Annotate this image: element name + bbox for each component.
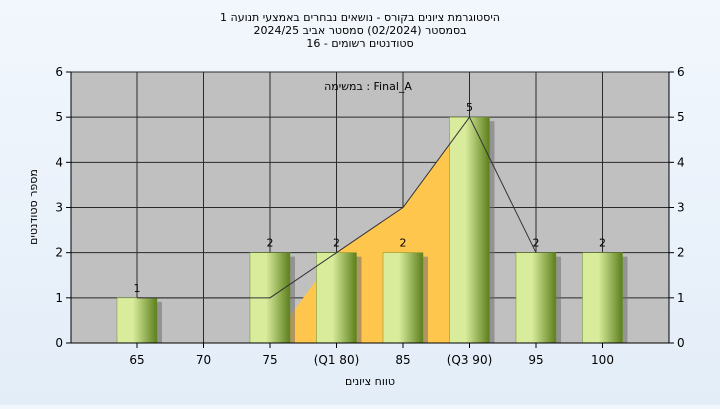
y-tick-label-left: 5 bbox=[55, 110, 63, 124]
x-tick-label: 95 bbox=[528, 353, 543, 367]
bar bbox=[116, 297, 158, 344]
annotation-text: במשימה : Final_A bbox=[324, 80, 412, 93]
y-tick-label-right: 1 bbox=[677, 291, 685, 305]
bar bbox=[382, 252, 424, 344]
y-tick-label-right: 0 bbox=[677, 336, 685, 350]
axes: 0 0 1 1 2 2 3 3 4 4 5 5 6 6 65 70 75 (Q1 80) 85 (Q3 90) 95 10… bbox=[55, 65, 684, 367]
x-tick-label: 70 bbox=[196, 353, 211, 367]
y-tick-label-left: 4 bbox=[55, 155, 63, 169]
frequency-polyline bbox=[137, 116, 537, 299]
bar bbox=[316, 252, 357, 344]
x-tick-label: 85 bbox=[395, 353, 410, 367]
y-tick-label-right: 6 bbox=[677, 65, 685, 79]
data-label: 2 bbox=[333, 237, 340, 250]
x-tick-label: 75 bbox=[262, 353, 277, 367]
x-tick-label: 100 bbox=[591, 353, 614, 367]
y-tick-label-right: 3 bbox=[677, 201, 685, 215]
chart-title-line-3: סטודנטים רשומים - 16 bbox=[306, 37, 413, 50]
chart-title-line-1: היסטוגרמת ציונים בקורס - נושאים נבחרים ב… bbox=[220, 11, 500, 24]
y-tick-label-right: 5 bbox=[677, 110, 685, 124]
data-label: 2 bbox=[533, 237, 540, 250]
y-tick-label-left: 3 bbox=[55, 201, 63, 215]
y-tick-label-left: 1 bbox=[55, 291, 63, 305]
data-label: 2 bbox=[599, 237, 606, 250]
y-tick-label-left: 2 bbox=[55, 246, 63, 260]
y-tick-label-left: 6 bbox=[55, 65, 63, 79]
x-axis-title: טווח ציונים bbox=[345, 375, 395, 388]
bars bbox=[116, 116, 628, 344]
data-label: 5 bbox=[466, 101, 473, 114]
data-label: 2 bbox=[267, 237, 274, 250]
y-tick-label-right: 2 bbox=[677, 246, 685, 260]
chart-title-line-2: בסמסטר (02/2024) סמסטר אביב 2024/25 bbox=[253, 24, 466, 37]
y-tick-label-right: 4 bbox=[677, 155, 685, 169]
x-tick-label: 65 bbox=[129, 353, 144, 367]
bar bbox=[582, 252, 623, 344]
data-label: 2 bbox=[400, 237, 407, 250]
y-tick-label-left: 0 bbox=[55, 336, 63, 350]
y-axis-title: מספר סטודנטים bbox=[27, 169, 40, 245]
bar bbox=[515, 252, 557, 344]
frequency-line bbox=[137, 116, 537, 299]
data-labels: 1 2 2 2 5 2 2 bbox=[134, 101, 607, 295]
x-tick-label: (Q3 90) bbox=[447, 353, 493, 367]
data-label: 1 bbox=[134, 282, 141, 295]
bar bbox=[449, 116, 490, 344]
x-tick-label: (Q1 80) bbox=[314, 353, 360, 367]
